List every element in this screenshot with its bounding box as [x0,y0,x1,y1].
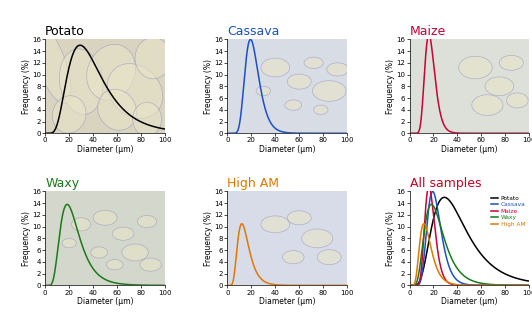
Ellipse shape [261,58,290,77]
Y-axis label: Frequency (%): Frequency (%) [22,211,31,266]
Ellipse shape [285,100,302,110]
Ellipse shape [52,96,86,133]
Ellipse shape [485,77,514,96]
Legend: Potato, Cassava, Maize, Waxy, High AM: Potato, Cassava, Maize, Waxy, High AM [490,195,527,228]
Ellipse shape [304,57,323,69]
Ellipse shape [107,64,163,118]
Ellipse shape [256,86,270,96]
Y-axis label: Frequency (%): Frequency (%) [386,59,395,114]
Ellipse shape [62,238,77,248]
Y-axis label: Frequency (%): Frequency (%) [386,211,395,266]
Ellipse shape [132,102,161,136]
Y-axis label: Frequency (%): Frequency (%) [204,59,213,114]
Ellipse shape [506,93,528,108]
Ellipse shape [282,251,304,264]
Ellipse shape [287,74,311,89]
Text: All samples: All samples [410,177,481,190]
Text: Maize: Maize [410,25,446,38]
Ellipse shape [317,250,341,265]
Text: Potato: Potato [45,25,85,38]
Ellipse shape [106,259,123,270]
Ellipse shape [60,49,103,114]
Ellipse shape [302,229,333,248]
Text: High AM: High AM [227,177,279,190]
Ellipse shape [261,216,290,233]
Y-axis label: Frequency (%): Frequency (%) [22,59,31,114]
Ellipse shape [135,37,171,79]
Ellipse shape [98,89,137,130]
Text: Cassava: Cassava [227,25,280,38]
X-axis label: Diameter (μm): Diameter (μm) [77,297,134,306]
Ellipse shape [472,95,503,115]
Y-axis label: Frequency (%): Frequency (%) [204,211,213,266]
X-axis label: Diameter (μm): Diameter (μm) [259,297,315,306]
Ellipse shape [91,247,107,258]
Ellipse shape [31,22,71,104]
Ellipse shape [140,258,161,271]
X-axis label: Diameter (μm): Diameter (μm) [441,145,497,154]
Ellipse shape [93,210,117,225]
Ellipse shape [459,56,492,79]
Ellipse shape [72,218,91,231]
Ellipse shape [122,244,148,261]
X-axis label: Diameter (μm): Diameter (μm) [441,297,497,306]
Ellipse shape [112,227,134,240]
Ellipse shape [137,215,156,228]
X-axis label: Diameter (μm): Diameter (μm) [77,145,134,154]
Ellipse shape [314,105,328,114]
X-axis label: Diameter (μm): Diameter (μm) [259,145,315,154]
Ellipse shape [287,211,311,225]
Ellipse shape [500,55,523,70]
Ellipse shape [87,44,136,100]
Ellipse shape [312,81,346,101]
Ellipse shape [327,63,348,76]
Text: Waxy: Waxy [45,177,79,190]
